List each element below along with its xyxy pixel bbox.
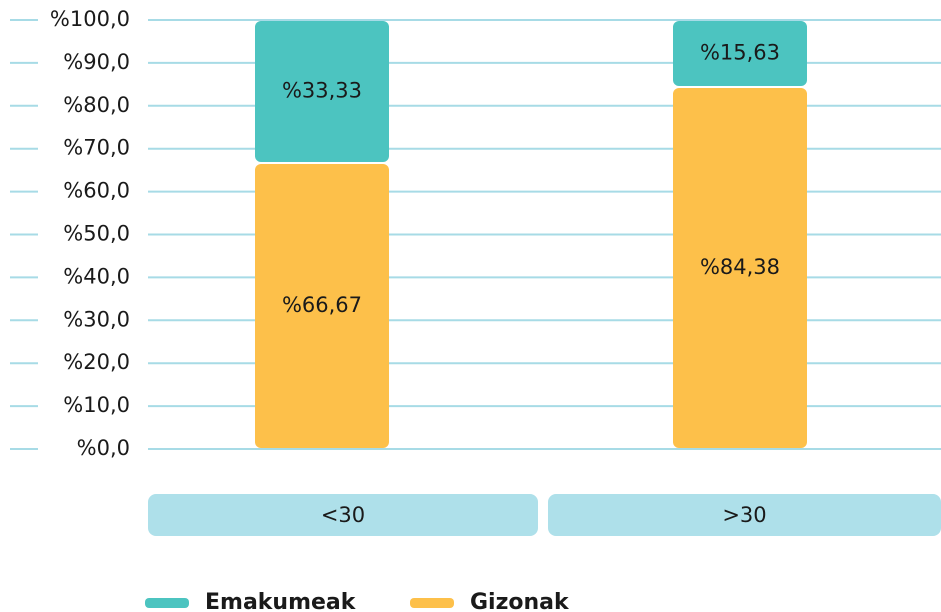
category-box bbox=[548, 494, 941, 536]
y-tick-label: %90,0 bbox=[63, 50, 130, 74]
bar-segment bbox=[673, 88, 807, 448]
legend-swatch bbox=[145, 598, 189, 608]
y-tick-label: %30,0 bbox=[63, 307, 130, 331]
data-label: %66,67 bbox=[282, 293, 362, 317]
data-label: %33,33 bbox=[282, 78, 362, 102]
data-label: %15,63 bbox=[700, 40, 780, 64]
bar-segment bbox=[255, 163, 389, 448]
data-label: %84,38 bbox=[700, 255, 780, 279]
y-tick-label: %60,0 bbox=[63, 179, 130, 203]
bar-segment bbox=[673, 20, 807, 87]
bar-segment bbox=[255, 21, 389, 162]
y-tick-label: %70,0 bbox=[63, 136, 130, 160]
y-tick-label: %100,0 bbox=[50, 7, 130, 31]
y-tick-label: %10,0 bbox=[63, 393, 130, 417]
category-box bbox=[148, 494, 538, 536]
y-tick-label: %0,0 bbox=[77, 436, 130, 460]
y-tick-label: %20,0 bbox=[63, 350, 130, 374]
x-tick-label: >30 bbox=[722, 503, 766, 527]
x-tick-label: <30 bbox=[321, 503, 365, 527]
legend-label: Gizonak bbox=[470, 590, 570, 612]
legend-label: Emakumeak bbox=[205, 590, 357, 612]
legend-swatch bbox=[410, 598, 454, 608]
y-tick-label: %40,0 bbox=[63, 264, 130, 288]
y-tick-label: %80,0 bbox=[63, 93, 130, 117]
y-tick-label: %50,0 bbox=[63, 222, 130, 246]
